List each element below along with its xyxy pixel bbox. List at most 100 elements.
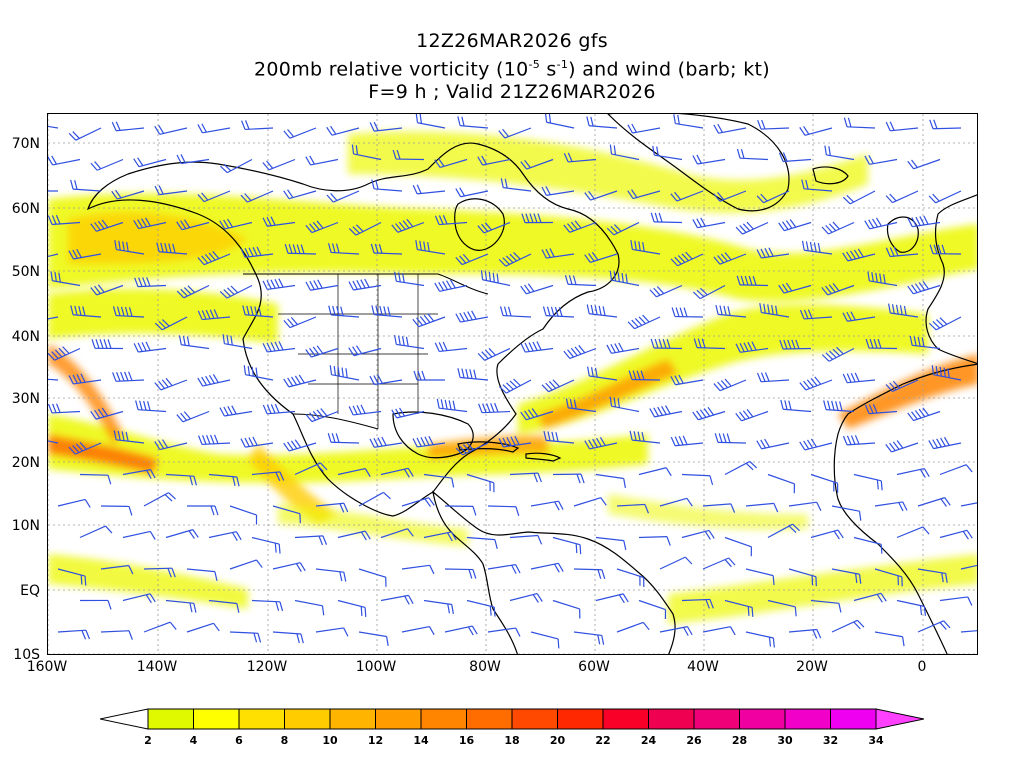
- wind-barb: [874, 631, 905, 647]
- wind-barb: [176, 154, 210, 165]
- wind-barb: [477, 347, 511, 361]
- wind-barb: [627, 314, 661, 330]
- wind-barb: [842, 248, 876, 262]
- wind-barb: [380, 594, 414, 605]
- wind-barb: [90, 284, 124, 296]
- wind-barb: [670, 251, 704, 267]
- lat-label-30n: 30N: [11, 391, 40, 407]
- wind-barb: [627, 189, 661, 200]
- wind-barb: [520, 283, 554, 295]
- wind-barb: [262, 216, 296, 227]
- wind-barb: [928, 190, 962, 204]
- wind-barb: [909, 335, 941, 350]
- wind-barb: [799, 309, 833, 320]
- wind-barb: [960, 562, 977, 570]
- wind-barb: [251, 599, 284, 612]
- wind-barb: [111, 189, 145, 200]
- wind-barb: [487, 505, 520, 517]
- wind-barb: [692, 154, 726, 165]
- wind-barb: [713, 190, 747, 202]
- wind-barb: [735, 408, 769, 422]
- wind-barb: [156, 242, 188, 255]
- wind-barb: [960, 500, 977, 507]
- coastline-north-america: [86, 142, 620, 517]
- wind-barb: [369, 436, 403, 448]
- wind-barb: [778, 282, 812, 294]
- wind-barb: [219, 218, 253, 230]
- wind-barb: [928, 436, 962, 450]
- wind-barb: [487, 627, 521, 637]
- wind-barb: [584, 437, 618, 450]
- wind-barb: [907, 280, 941, 295]
- wind-barb: [692, 284, 726, 300]
- wind-barb: [509, 592, 543, 603]
- wind-barb: [831, 568, 862, 584]
- wind-barb: [702, 503, 736, 513]
- wind-barb: [896, 526, 930, 539]
- wind-barb: [630, 240, 661, 255]
- wind-barb: [778, 219, 812, 232]
- wind-barb: [48, 377, 59, 381]
- vorticity-band-pacific-jet: [48, 288, 278, 344]
- wind-barb: [756, 190, 790, 204]
- wind-barb: [745, 502, 779, 513]
- wind-barb: [48, 190, 59, 192]
- wind-barb: [573, 568, 606, 580]
- wind-barb: [326, 190, 360, 203]
- title-exponent-2: -1: [556, 58, 569, 71]
- wind-barb: [434, 214, 468, 226]
- wind-barb: [673, 114, 704, 129]
- wind-barb: [197, 123, 231, 134]
- wind-barb: [48, 253, 59, 262]
- color-scale-bar: [100, 708, 924, 730]
- wind-barb: [135, 400, 167, 413]
- wind-barb: [380, 467, 414, 478]
- wind-barb: [455, 310, 489, 323]
- colorbar-tick-label: 34: [868, 734, 884, 747]
- wind-barb: [799, 438, 833, 451]
- wind-barb: [412, 184, 446, 195]
- wind-barb: [864, 154, 898, 165]
- colorbar-tick-label: 14: [413, 734, 429, 747]
- wind-barb: [392, 149, 425, 161]
- wind-barb: [649, 284, 683, 298]
- wind-barb: [165, 529, 199, 539]
- wind-barb: [358, 631, 389, 646]
- wind-barb: [960, 629, 977, 633]
- wind-barb: [606, 221, 640, 236]
- wind-barb: [692, 217, 726, 229]
- wind-barb: [100, 505, 133, 516]
- wind-barb: [823, 400, 855, 413]
- wind-barb: [208, 473, 240, 487]
- wind-barb: [240, 190, 274, 203]
- wind-barb: [466, 473, 495, 493]
- wind-barb: [864, 217, 898, 230]
- wind-barb: [444, 505, 477, 516]
- wind-barb: [401, 497, 435, 507]
- wind-barb: [756, 438, 790, 450]
- wind-barb: [520, 158, 554, 170]
- wind-barb: [778, 152, 812, 163]
- wind-barb: [541, 248, 575, 259]
- wind-barb: [885, 379, 919, 393]
- wind-barb: [702, 626, 736, 636]
- wind-barb: [480, 270, 511, 287]
- wind-barb: [100, 564, 134, 575]
- coastline-hispaniola: [525, 452, 562, 462]
- wind-barb: [358, 568, 387, 587]
- wind-barb: [133, 217, 167, 230]
- wind-barb: [552, 473, 585, 484]
- colorbar-swatch: [147, 708, 194, 730]
- wind-barb: [328, 305, 360, 318]
- lon-label-140w: 140W: [136, 659, 178, 675]
- wind-barb: [197, 190, 231, 203]
- wind-barb: [70, 179, 102, 192]
- wind-barb: [638, 599, 667, 620]
- wind-barb: [810, 529, 844, 540]
- coastline-south-america: [432, 490, 676, 654]
- wind-barb: [79, 599, 112, 610]
- wind-barb: [487, 564, 521, 574]
- wind-barb: [315, 502, 349, 513]
- wind-barb: [587, 366, 618, 381]
- colorbar-swatch: [284, 708, 331, 730]
